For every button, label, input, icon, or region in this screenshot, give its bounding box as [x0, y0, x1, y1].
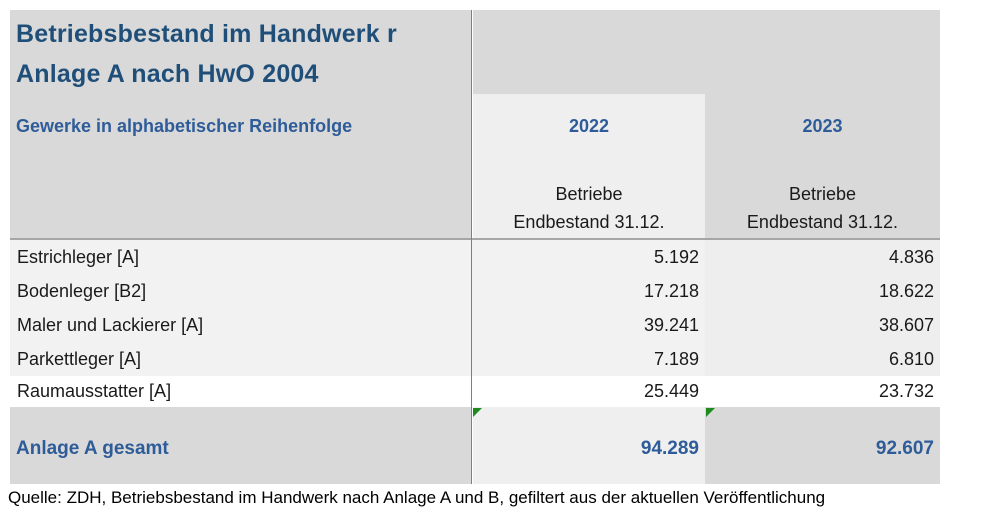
- column-header-2022-line-1: Betriebe: [555, 184, 623, 204]
- column-header-trades: Gewerke in alphabetischer Reihenfolge: [16, 116, 353, 136]
- row-label: Estrichleger [A]: [10, 240, 478, 274]
- row-value-2022: 5.192: [653, 247, 699, 267]
- row-label: Maler und Lackierer [A]: [10, 308, 478, 342]
- cell-comment-marker-icon: [706, 408, 715, 417]
- column-header-2023-line-1: Betriebe: [788, 184, 857, 204]
- header-divider: [10, 238, 940, 240]
- total-row-label: Anlage A gesamt: [16, 438, 169, 459]
- row-value-2022: 25.449: [643, 381, 699, 401]
- table-title-line-2: Anlage A nach HwO 2004: [16, 60, 319, 88]
- column-year-2023: 2023: [802, 116, 843, 136]
- header-background-2023: [705, 10, 940, 238]
- table-row: Parkettleger [A] 7.189 6.810: [10, 342, 940, 376]
- row-cell-2023: 18.622: [705, 274, 940, 308]
- row-value-2023: 38.607: [878, 315, 934, 335]
- total-row-background-2022: [473, 407, 705, 484]
- table-row: Estrichleger [A] 5.192 4.836: [10, 240, 940, 274]
- column-header-2023: Betriebe Endbestand 31.12.: [705, 180, 940, 236]
- row-value-2022: 17.218: [643, 281, 699, 301]
- column-year-2022: 2022: [568, 116, 610, 136]
- row-value-2023: 6.810: [888, 349, 934, 369]
- row-cell-2023: 4.836: [705, 240, 940, 274]
- table-title-line-1: Betriebsbestand im Handwerk r: [16, 20, 397, 48]
- row-cell-2022: 17.218: [473, 274, 705, 308]
- row-value-2023: 4.836: [888, 247, 934, 267]
- header-background-2022-top: [473, 10, 705, 94]
- header-background-2022: [473, 94, 705, 238]
- source-note: Quelle: ZDH, Betriebsbestand im Handwerk…: [8, 488, 826, 507]
- total-value-2023: 92.607: [875, 438, 934, 459]
- total-row-background-2023: [705, 407, 940, 484]
- row-cell-2023: 6.810: [705, 342, 940, 376]
- row-value-2022: 7.189: [653, 349, 699, 369]
- column-header-2022-line-2: Endbestand 31.12.: [513, 212, 665, 232]
- row-cell-2022: 7.189: [473, 342, 705, 376]
- row-label: Parkettleger [A]: [10, 342, 478, 376]
- row-cell-2022: 5.192: [473, 240, 705, 274]
- total-row-background-left: [10, 407, 471, 484]
- row-value-2023: 18.622: [878, 281, 934, 301]
- row-label: Raumausstatter [A]: [17, 381, 172, 401]
- table-row: Maler und Lackierer [A] 39.241 38.607: [10, 308, 940, 342]
- row-cell-2023: 38.607: [705, 308, 940, 342]
- row-cell-2023: 23.732: [705, 374, 940, 408]
- row-cell-2022: 25.449: [473, 374, 705, 408]
- header-background-left: [10, 10, 472, 238]
- table-row: Raumausstatter [A] 25.449 23.732: [10, 374, 940, 408]
- row-cell-2022: 39.241: [473, 308, 705, 342]
- row-value-2022: 39.241: [643, 315, 699, 335]
- row-value-2023: 23.732: [878, 381, 934, 401]
- row-label: Bodenleger [B2]: [10, 274, 478, 308]
- total-value-2022: 94.289: [640, 438, 699, 459]
- column-header-2022: Betriebe Endbestand 31.12.: [473, 180, 705, 236]
- column-header-2023-line-2: Endbestand 31.12.: [746, 212, 899, 232]
- column-divider: [471, 10, 472, 484]
- table-row: Bodenleger [B2] 17.218 18.622: [10, 274, 940, 308]
- cell-comment-marker-icon: [473, 408, 482, 417]
